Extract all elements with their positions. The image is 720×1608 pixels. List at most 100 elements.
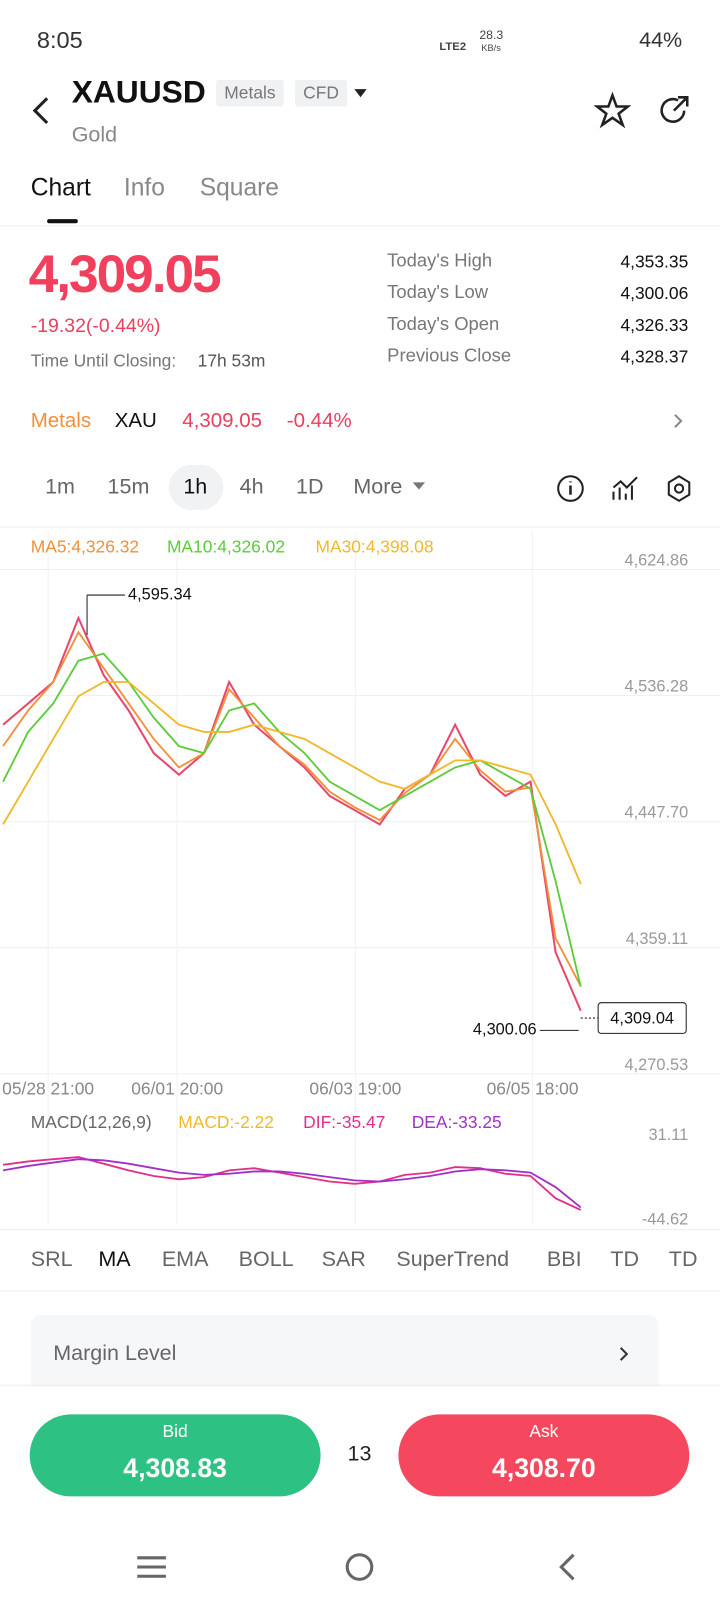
stat-value: 4,326.33 (620, 315, 689, 335)
stat-value: 4,328.37 (620, 347, 689, 367)
tag[interactable]: CFD (294, 79, 348, 107)
share-icon[interactable] (655, 92, 692, 129)
y-tick-label: 4,536.28 (625, 678, 689, 696)
y-tick-label: 4,624.86 (625, 552, 689, 570)
symbol-name: Gold (71, 122, 118, 147)
nav-bar (137, 1553, 575, 1581)
ask-label: Ask (529, 1421, 559, 1442)
indicator-tab[interactable]: TD (668, 1247, 698, 1272)
stat-label: Today's Low (387, 281, 489, 303)
series-line (2, 1156, 582, 1211)
indicator-icon[interactable] (610, 473, 641, 504)
tab[interactable]: Chart (30, 174, 91, 202)
legend-entry: DIF:-35.47 (303, 1112, 385, 1132)
divider (0, 225, 720, 227)
stat-label: Previous Close (387, 345, 512, 366)
divider (0, 526, 720, 528)
legend-entry: MA5:4,326.32 (31, 537, 139, 557)
bid-label: Bid (162, 1421, 188, 1442)
symbol: XAUUSD (71, 73, 206, 110)
related-price: 4,309.05 (182, 409, 263, 433)
y-tick-label: -44.62 (642, 1210, 688, 1228)
status-speed: 28.3 (479, 27, 504, 42)
indicator-tab[interactable]: MA (98, 1247, 131, 1272)
legend-entry: MA30:4,398.08 (315, 537, 433, 557)
macd-title: MACD(12,26,9) (31, 1112, 152, 1132)
period[interactable]: 1m (45, 475, 75, 499)
last-box (597, 1002, 687, 1034)
y-tick-label: 4,447.70 (625, 804, 689, 822)
info-icon[interactable] (555, 473, 586, 504)
margin-label: Margin Level (53, 1341, 177, 1366)
spread: 13 (347, 1442, 372, 1466)
tab-indicator (47, 219, 78, 224)
chevron[interactable] (671, 412, 685, 430)
period[interactable]: More (353, 475, 403, 499)
series-line (2, 630, 582, 987)
settings-icon[interactable] (664, 473, 695, 504)
closing-value: 17h 53m (197, 351, 266, 371)
high-label: 4,595.34 (128, 585, 192, 603)
period[interactable]: 15m (107, 475, 150, 499)
stat-label: Today's High (387, 249, 493, 271)
series-line (2, 1158, 582, 1209)
x-tick-label: 06/05 18:00 (487, 1078, 579, 1098)
divider (0, 1290, 720, 1292)
macd-label: MACD:-2.22 (178, 1112, 274, 1132)
status-speed-unit: KB/s (481, 43, 501, 54)
indicator-tab[interactable]: SAR (321, 1247, 366, 1272)
price: 4,309.05 (28, 244, 222, 305)
bid-price: 4,308.83 (123, 1452, 227, 1484)
related-change: -0.44% (286, 409, 352, 433)
period[interactable]: 1h (183, 475, 208, 499)
tab[interactable]: Square (199, 174, 279, 202)
bid-button[interactable] (29, 1414, 321, 1497)
stat-value: 4,300.06 (620, 283, 689, 304)
status-time: 8:05 (36, 26, 83, 54)
ask-price: 4,308.70 (492, 1452, 596, 1484)
legend-entry: MA10:4,326.02 (167, 537, 285, 557)
series-line (2, 681, 582, 885)
last-label: 4,309.04 (610, 1009, 674, 1027)
indicator-tab[interactable]: SuperTrend (396, 1247, 510, 1272)
divider (0, 1229, 720, 1231)
related-category: Metals (30, 409, 92, 433)
x-tick-label: 06/03 19:00 (309, 1078, 401, 1098)
chevron[interactable] (617, 1345, 631, 1363)
dropdown-arrow[interactable] (352, 86, 368, 100)
favorite-icon[interactable] (594, 92, 631, 129)
related-symbol: XAU (114, 409, 157, 433)
indicator-tab[interactable]: TD (610, 1247, 640, 1272)
margin-card[interactable] (30, 1315, 659, 1387)
low-label: 4,300.06 (473, 1021, 537, 1039)
stat-label: Today's Open (387, 313, 500, 334)
price-change: -19.32(-0.44%) (30, 315, 161, 337)
y-tick-label: 31.11 (648, 1126, 688, 1144)
series-line (2, 652, 582, 987)
divider (0, 1384, 720, 1386)
status-network: LTE2 (439, 40, 467, 54)
tag: Metals (216, 79, 284, 107)
back-button[interactable] (29, 90, 60, 131)
legend-entry: DEA:-33.25 (412, 1112, 502, 1132)
indicator-tab[interactable]: BOLL (238, 1247, 294, 1272)
ask-button[interactable] (398, 1414, 690, 1497)
period-highlight (168, 464, 224, 511)
indicator-tab[interactable]: SRL (30, 1247, 73, 1272)
indicator-tab[interactable]: EMA (161, 1247, 209, 1272)
period[interactable]: 4h (239, 475, 264, 499)
period[interactable]: 1D (295, 475, 324, 499)
indicator-tab[interactable]: BBI (546, 1247, 582, 1272)
status-battery: 44% (639, 28, 683, 53)
y-tick-label: 4,270.53 (625, 1056, 689, 1074)
tab[interactable]: Info (123, 174, 165, 202)
stat-value: 4,353.35 (620, 251, 689, 272)
y-tick-label: 4,359.11 (626, 930, 689, 948)
more-arrow[interactable] (412, 481, 426, 491)
x-tick-label: 05/28 21:00 (2, 1078, 94, 1098)
closing-label: Time Until Closing: (30, 351, 177, 371)
x-tick-label: 06/01 20:00 (131, 1078, 223, 1098)
price-line (2, 615, 582, 1012)
